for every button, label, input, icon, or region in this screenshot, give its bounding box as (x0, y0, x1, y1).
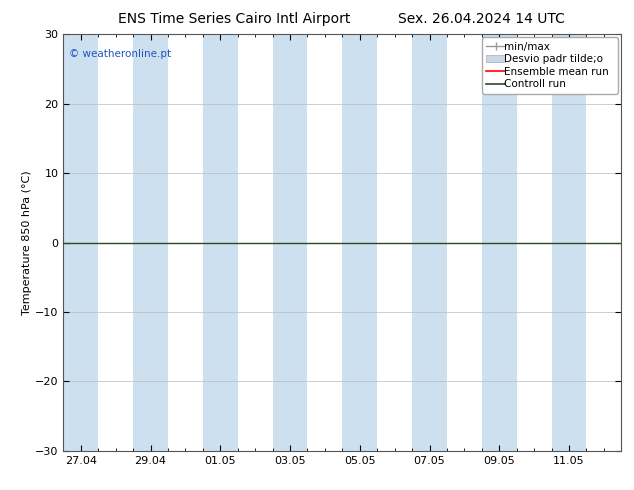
Text: ENS Time Series Cairo Intl Airport: ENS Time Series Cairo Intl Airport (119, 12, 351, 26)
Bar (482, 34, 517, 451)
Text: © weatheronline.pt: © weatheronline.pt (69, 49, 171, 59)
Bar (552, 34, 586, 451)
Text: Sex. 26.04.2024 14 UTC: Sex. 26.04.2024 14 UTC (398, 12, 566, 26)
Y-axis label: Temperature 850 hPa (°C): Temperature 850 hPa (°C) (22, 170, 32, 315)
Bar (133, 34, 168, 451)
Bar (63, 34, 98, 451)
Bar (273, 34, 307, 451)
Bar (412, 34, 447, 451)
Bar (342, 34, 377, 451)
Legend: min/max, Desvio padr tilde;o, Ensemble mean run, Controll run: min/max, Desvio padr tilde;o, Ensemble m… (482, 37, 618, 94)
Bar (203, 34, 238, 451)
